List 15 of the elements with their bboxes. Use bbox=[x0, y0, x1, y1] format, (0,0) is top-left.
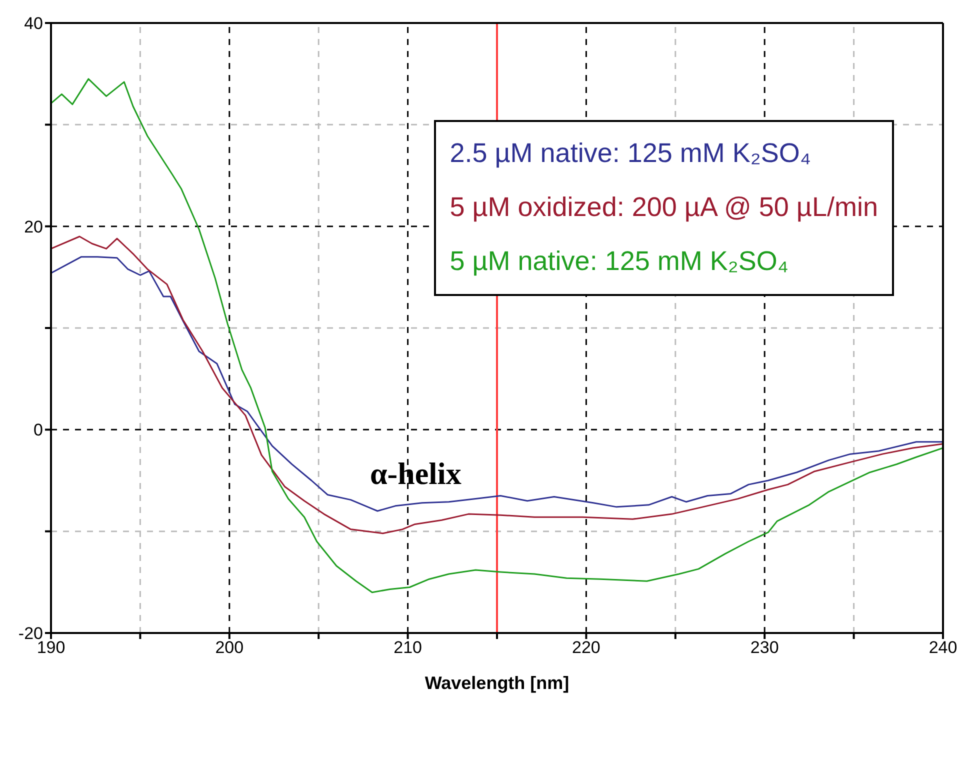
x-tick-label: 200 bbox=[215, 638, 244, 658]
annotation: α-helix bbox=[370, 456, 462, 492]
x-tick-label: 240 bbox=[928, 638, 958, 658]
y-tick-label: 0 bbox=[34, 420, 43, 440]
x-tick-label: 190 bbox=[36, 638, 66, 658]
line-series bbox=[51, 78, 943, 594]
x-tick-label: 230 bbox=[750, 638, 779, 658]
x-tick-label: 210 bbox=[394, 638, 422, 658]
y-tick-label: 20 bbox=[24, 217, 43, 236]
x-axis-title: Wavelength [nm] bbox=[424, 673, 570, 693]
text: 5 µM native: 125 mM K₂SO₄ bbox=[450, 245, 790, 278]
text: 2.5 µM native: 125 mM K₂SO₄ bbox=[450, 137, 812, 170]
x-tick-label: 220 bbox=[572, 638, 600, 658]
text: 5 µM oxidized: 200 µA @ 50 µL/min bbox=[450, 191, 878, 224]
y-tick-label: 40 bbox=[24, 14, 43, 34]
